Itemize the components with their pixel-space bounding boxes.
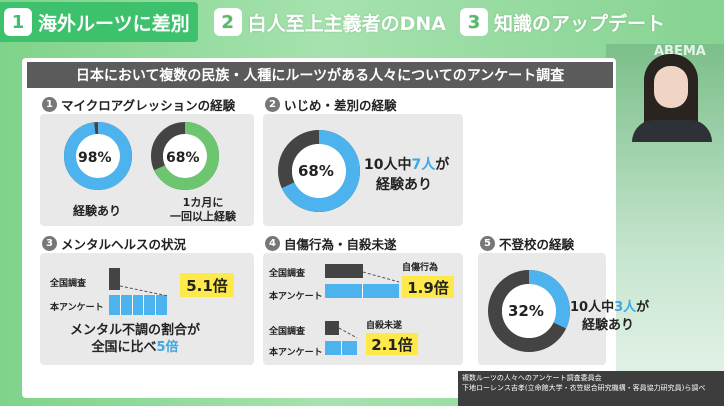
section-5-heading: 5 不登校の経験 — [480, 234, 574, 253]
section-3-caption-line1: メンタル不調の割合が — [70, 323, 201, 338]
section-5-number: 5 — [480, 236, 495, 251]
tab-3[interactable]: 3 知識のアップデート — [456, 2, 665, 42]
donut-68-a-hole — [163, 134, 207, 178]
donut-32 — [488, 270, 570, 352]
section-3-survey-bar — [109, 295, 167, 315]
self-harm-row1-label: 全国調査 — [269, 269, 306, 279]
tab-2-number: 2 — [213, 8, 242, 36]
donut-68-a-arc — [151, 122, 219, 190]
self-harm-dash-line — [363, 271, 400, 283]
section-1-number: 1 — [42, 97, 57, 112]
tab-1-label: 海外ルーツに差別 — [38, 12, 190, 35]
self-harm-survey-bar — [325, 284, 399, 298]
section-5-stat-hl: 3人 — [614, 300, 637, 315]
section-2-stat-pre: 10人中 — [364, 157, 412, 173]
donut-98-caption: 経験あり — [73, 204, 122, 218]
section-1-title: マイクロアグレッションの経験 — [61, 98, 236, 113]
topic-tabs: 1 海外ルーツに差別 2 白人至上主義者のDNA 3 知識のアップデート — [0, 0, 724, 44]
tab-2[interactable]: 2 白人至上主義者のDNA — [210, 2, 446, 42]
donut-68-a — [151, 122, 219, 190]
donut-98 — [64, 122, 132, 190]
donut-32-arc — [488, 270, 570, 352]
panel-title: 日本において複数の民族・人種にルーツがある人々についてのアンケート調査 — [27, 62, 613, 88]
suicide-dash-line — [339, 327, 358, 339]
section-4-heading: 4 自傷行為・自殺未遂 — [265, 234, 397, 253]
self-harm-row2-label: 本アンケート — [269, 292, 323, 302]
suicide-label: 自殺未遂 — [366, 321, 403, 331]
section-5-stat-pre: 10人中 — [570, 300, 615, 315]
section-2-heading: 2 いじめ・差別の経験 — [265, 95, 397, 114]
suicide-ratio-badge: 2.1倍 — [366, 333, 418, 355]
self-harm-ratio-badge: 1.9倍 — [402, 276, 454, 298]
section-3-heading: 3 メンタルヘルスの状況 — [42, 234, 186, 253]
donut-68-b-label: 68% — [298, 162, 334, 180]
section-5-title: 不登校の経験 — [499, 237, 575, 252]
section-3-caption-hl: 5倍 — [156, 340, 179, 355]
news-anchor — [632, 54, 712, 142]
tab-3-label: 知識のアップデート — [494, 12, 666, 35]
tab-1[interactable]: 1 海外ルーツに差別 — [0, 2, 198, 42]
self-harm-label: 自傷行為 — [402, 263, 439, 273]
section-3-number: 3 — [42, 236, 57, 251]
section-3-ratio-badge: 5.1倍 — [180, 273, 234, 297]
suicide-row2-label: 本アンケート — [269, 348, 323, 358]
self-harm-national-bar — [325, 264, 363, 278]
donut-98-label: 98% — [78, 150, 112, 166]
donut-68-a-caption-line2: 一回以上経験 — [170, 210, 236, 223]
donut-32-label: 32% — [508, 302, 544, 320]
source-line2: 下地ローレンス吉孝(立命館大学・衣笠総合研究機構・客員協力研究員)ら調べ — [462, 384, 706, 392]
section-2-stat-hl: 7人 — [411, 157, 436, 173]
suicide-national-bar — [325, 321, 339, 335]
section-4-title: 自傷行為・自殺未遂 — [284, 237, 397, 252]
section-3-row1-label: 全国調査 — [50, 279, 87, 289]
tab-2-label: 白人至上主義者のDNA — [247, 12, 447, 35]
section-2-number: 2 — [265, 97, 280, 112]
section-1-heading: 1 マイクロアグレッションの経験 — [42, 95, 235, 114]
section-5-stat: 10人中3人が — [570, 296, 649, 315]
donut-98-arc — [64, 122, 132, 190]
donut-68-b-arc — [278, 130, 360, 212]
section-4-number: 4 — [265, 236, 280, 251]
donut-98-hole — [76, 134, 120, 178]
donut-32-hole — [502, 284, 556, 338]
tab-1-number: 1 — [4, 8, 32, 36]
section-3-dash-line — [120, 285, 169, 297]
suicide-survey-bar — [325, 341, 357, 355]
section-2-stat-post: が — [435, 157, 450, 173]
donut-68-a-caption: 1カ月に 一回以上経験 — [170, 196, 236, 224]
donut-68-b-hole — [292, 144, 346, 198]
section-3-title: メンタルヘルスの状況 — [61, 237, 187, 252]
section-2-stat-line2: 経験あり — [376, 177, 432, 193]
donut-68-a-label: 68% — [166, 150, 200, 166]
section-4-card — [263, 253, 463, 365]
section-3-caption-pre: 全国に比べ — [91, 340, 157, 355]
section-5-stat-post: が — [636, 300, 650, 315]
donut-68-b — [278, 130, 360, 212]
section-3-national-bar — [109, 268, 120, 290]
source-footer: 複数ルーツの人々へのアンケート調査委員会 下地ローレンス吉孝(立命館大学・衣笠総… — [458, 371, 724, 406]
suicide-row1-label: 全国調査 — [269, 327, 306, 337]
section-2-title: いじめ・差別の経験 — [284, 98, 397, 113]
source-line1: 複数ルーツの人々へのアンケート調査委員会 — [462, 374, 602, 382]
section-5-stat-line2: 経験あり — [582, 318, 635, 333]
donut-68-a-caption-line1: 1カ月に — [182, 196, 224, 209]
section-3-caption: メンタル不調の割合が 全国に比べ5倍 — [70, 322, 200, 356]
section-2-stat: 10人中7人が — [364, 154, 449, 174]
tab-3-number: 3 — [460, 8, 489, 36]
section-3-row2-label: 本アンケート — [50, 303, 104, 313]
